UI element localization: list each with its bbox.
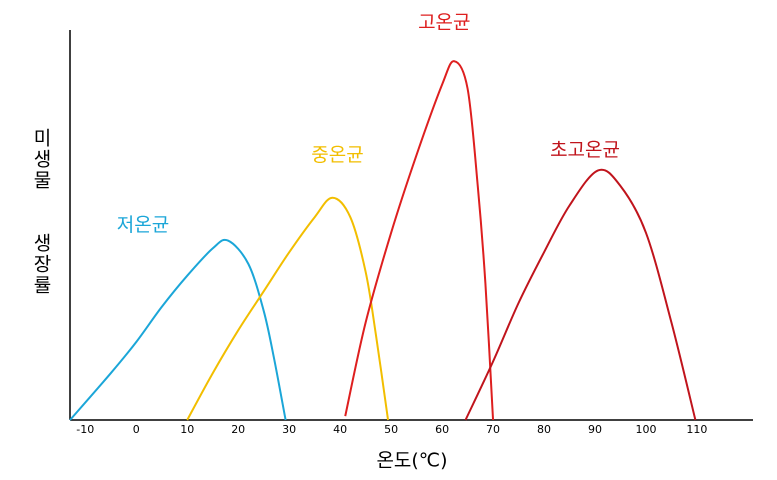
x-tick-label: 30 <box>282 423 296 436</box>
x-axis-label: 온도(℃) <box>376 450 447 472</box>
x-tick-label: 70 <box>486 423 500 436</box>
growth-curve <box>464 168 697 421</box>
growth-curve <box>186 196 390 421</box>
x-tick-label: 10 <box>180 423 194 436</box>
curve-label: 저온균 <box>117 214 169 236</box>
x-tick-label: 110 <box>686 423 707 436</box>
x-tick-label: 60 <box>435 423 449 436</box>
x-tick-label: 0 <box>133 423 140 436</box>
x-tick-label: 80 <box>537 423 551 436</box>
x-tick-label: 100 <box>635 423 656 436</box>
y-axis-label: 미생물 생장률 <box>30 128 52 296</box>
growth-curve <box>344 60 495 421</box>
growth-curve <box>69 238 287 421</box>
curve-label: 고온균 <box>418 12 470 34</box>
x-tick-label: 40 <box>333 423 347 436</box>
x-tick-label: 20 <box>231 423 245 436</box>
curve-label: 초고온균 <box>550 139 620 161</box>
x-tick-label: 90 <box>588 423 602 436</box>
x-tick-label: -10 <box>76 423 94 436</box>
x-tick-label: 50 <box>384 423 398 436</box>
curve-label: 중온균 <box>311 144 363 166</box>
